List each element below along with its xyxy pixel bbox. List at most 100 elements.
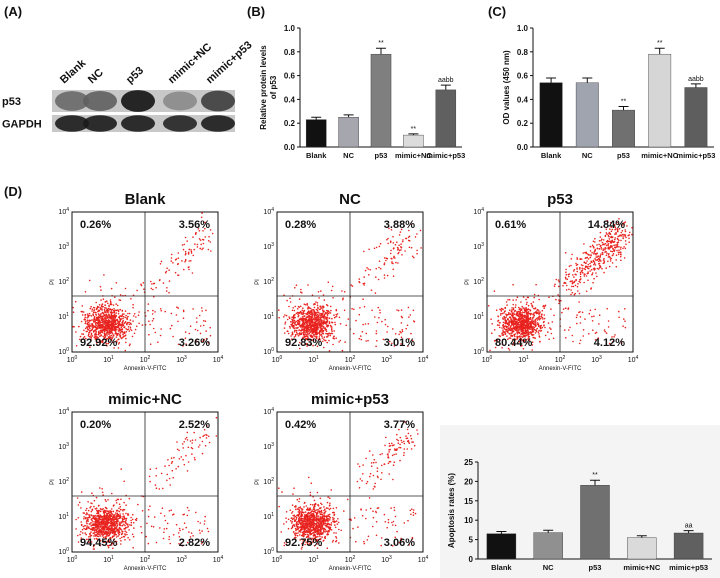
cell-dot <box>99 316 101 318</box>
cell-dot <box>75 345 78 347</box>
bar <box>539 82 563 148</box>
cell-dot <box>127 326 130 328</box>
cell-dot <box>91 308 94 311</box>
cell-dot <box>166 267 168 270</box>
cell-dot <box>538 298 540 301</box>
cell-dot <box>312 338 315 340</box>
cell-dot <box>118 533 120 536</box>
cell-dot <box>563 281 566 284</box>
cell-dot <box>383 257 386 259</box>
cell-dot <box>591 273 593 276</box>
cell-dot <box>120 540 122 542</box>
panel-label: (A) <box>4 4 22 19</box>
cell-dot <box>187 446 190 449</box>
cell-dot <box>323 336 326 339</box>
blot-band <box>201 90 235 112</box>
cell-dot <box>309 311 312 314</box>
error-bar <box>582 77 593 83</box>
cell-dot <box>115 515 117 518</box>
cell-dot <box>363 276 366 278</box>
cell-dot <box>115 340 118 342</box>
cell-dot <box>176 441 178 443</box>
cell-dot <box>107 302 109 305</box>
cell-dot <box>400 249 402 251</box>
cell-dot <box>92 327 94 329</box>
cell-dot <box>195 511 197 514</box>
cell-dot <box>203 434 205 437</box>
cell-dot <box>504 319 506 321</box>
panel-label: (B) <box>247 4 265 19</box>
cell-dot <box>133 313 136 315</box>
cell-dot <box>113 515 116 518</box>
cell-dot <box>215 435 218 437</box>
cell-dot <box>112 312 114 314</box>
cell-dot <box>401 240 404 243</box>
cell-dot <box>123 326 126 328</box>
x-tick-label: 103 <box>591 355 602 364</box>
cell-dot <box>589 262 591 265</box>
cell-dot <box>123 331 126 333</box>
cell-dot <box>617 235 619 238</box>
cell-dot <box>518 306 520 309</box>
cell-dot <box>98 531 100 533</box>
cell-dot <box>130 516 132 519</box>
cell-dot <box>204 445 207 447</box>
cell-dot <box>101 523 103 526</box>
cell-dot <box>128 539 131 541</box>
cell-dot <box>301 292 303 294</box>
cell-dot <box>113 321 116 324</box>
cell-dot <box>85 337 87 340</box>
cell-dot <box>301 329 304 331</box>
cell-dot <box>402 239 404 241</box>
cell-dot <box>603 261 606 264</box>
cell-dot <box>313 507 315 510</box>
cell-dot <box>582 329 585 331</box>
cell-dot <box>600 260 602 262</box>
cell-dot <box>599 236 602 238</box>
tick-exponent: 0 <box>66 347 69 353</box>
plot-title: mimic+p53 <box>311 391 389 408</box>
cell-dot <box>315 301 317 303</box>
cell-dot <box>307 339 310 341</box>
cell-dot <box>532 328 535 330</box>
cell-dot <box>533 336 535 339</box>
cell-dot <box>95 342 98 344</box>
blot-band <box>55 91 89 111</box>
cell-dot <box>303 321 305 324</box>
cell-dot <box>180 456 182 458</box>
cell-dot <box>331 330 333 333</box>
cell-dot <box>347 318 350 320</box>
cell-dot <box>616 249 618 252</box>
quadrant-percent: 0.26% <box>80 219 111 231</box>
cell-dot <box>561 311 563 314</box>
cell-dot <box>303 330 305 332</box>
cell-dot <box>188 260 190 262</box>
cell-dot <box>351 285 354 287</box>
cell-dot <box>192 254 195 257</box>
cell-dot <box>191 453 193 455</box>
cell-dot <box>320 307 323 309</box>
cell-dot <box>302 333 305 336</box>
cell-dot <box>113 504 115 506</box>
cell-dot <box>596 244 598 246</box>
cell-dot <box>204 221 206 224</box>
cell-dot <box>512 318 515 320</box>
cell-dot <box>202 239 205 241</box>
cell-dot <box>309 323 312 325</box>
cell-dot <box>519 321 522 324</box>
cell-dot <box>570 293 572 296</box>
cell-dot <box>524 321 527 324</box>
significance-label: aabb <box>438 77 454 84</box>
cell-dot <box>316 320 319 322</box>
cell-dot <box>106 526 108 528</box>
cell-dot <box>586 260 588 262</box>
cell-dot <box>306 507 309 509</box>
cell-dot <box>551 321 554 323</box>
cell-dot <box>609 232 611 235</box>
cell-dot <box>178 527 181 530</box>
dot-cloud <box>278 420 419 550</box>
cell-dot <box>103 330 106 332</box>
cell-dot <box>576 267 578 269</box>
cell-dot <box>577 290 579 292</box>
cell-dot <box>155 475 157 477</box>
